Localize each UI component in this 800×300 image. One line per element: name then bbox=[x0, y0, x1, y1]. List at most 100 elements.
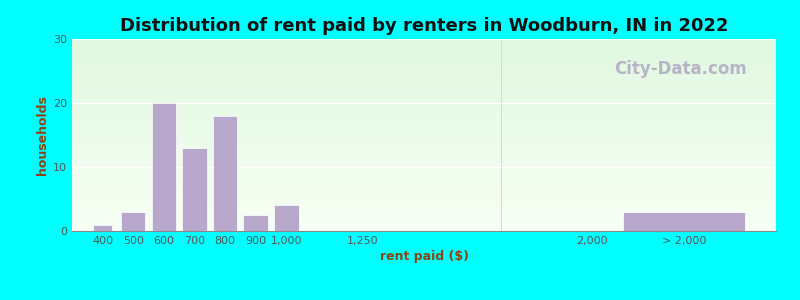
Bar bbox=[72, 62, 776, 63]
Bar bbox=[72, 145, 776, 146]
Bar bbox=[72, 134, 776, 135]
Bar bbox=[72, 103, 776, 104]
Bar bbox=[72, 111, 776, 112]
Text: City-Data.com: City-Data.com bbox=[614, 60, 747, 78]
Bar bbox=[72, 54, 776, 56]
Bar bbox=[72, 172, 776, 173]
Bar bbox=[72, 157, 776, 158]
Bar bbox=[72, 99, 776, 101]
Y-axis label: households: households bbox=[36, 95, 49, 175]
Title: Distribution of rent paid by renters in Woodburn, IN in 2022: Distribution of rent paid by renters in … bbox=[120, 17, 728, 35]
Bar bbox=[72, 198, 776, 199]
Bar bbox=[72, 214, 776, 216]
Bar bbox=[72, 102, 776, 103]
Bar bbox=[72, 171, 776, 172]
Bar bbox=[72, 93, 776, 94]
Bar bbox=[72, 100, 776, 102]
Bar bbox=[72, 190, 776, 191]
Bar bbox=[72, 40, 776, 42]
Bar bbox=[182, 148, 206, 231]
X-axis label: rent paid ($): rent paid ($) bbox=[379, 250, 469, 263]
Bar bbox=[72, 181, 776, 182]
Bar bbox=[72, 180, 776, 181]
Bar bbox=[72, 166, 776, 167]
Bar bbox=[72, 124, 776, 125]
Bar bbox=[72, 115, 776, 116]
Bar bbox=[243, 215, 268, 231]
Bar bbox=[72, 136, 776, 138]
Bar bbox=[72, 80, 776, 81]
Bar bbox=[72, 97, 776, 98]
Bar bbox=[72, 135, 776, 136]
Bar bbox=[274, 206, 298, 231]
Bar bbox=[72, 104, 776, 106]
Bar bbox=[213, 116, 238, 231]
Bar bbox=[72, 175, 776, 176]
Bar bbox=[72, 43, 776, 44]
Bar bbox=[72, 188, 776, 189]
Bar bbox=[72, 221, 776, 222]
Bar bbox=[72, 110, 776, 111]
Bar bbox=[72, 228, 776, 230]
Bar bbox=[72, 223, 776, 225]
Bar bbox=[72, 208, 776, 209]
Bar bbox=[72, 52, 776, 53]
Bar bbox=[72, 159, 776, 160]
Bar bbox=[72, 178, 776, 180]
Bar bbox=[72, 222, 776, 223]
Bar bbox=[72, 126, 776, 127]
Bar bbox=[72, 217, 776, 218]
Bar bbox=[72, 57, 776, 58]
Bar bbox=[72, 61, 776, 62]
Bar bbox=[72, 113, 776, 115]
Bar bbox=[72, 49, 776, 50]
Bar bbox=[72, 56, 776, 57]
Bar bbox=[72, 58, 776, 59]
Bar bbox=[72, 127, 776, 129]
Bar bbox=[72, 85, 776, 86]
Bar bbox=[72, 68, 776, 70]
Bar bbox=[72, 200, 776, 202]
Bar bbox=[72, 211, 776, 212]
Bar bbox=[72, 162, 776, 163]
Bar bbox=[72, 131, 776, 132]
Bar bbox=[72, 63, 776, 64]
Bar bbox=[151, 103, 176, 231]
Bar bbox=[72, 225, 776, 226]
Bar bbox=[72, 77, 776, 79]
Bar bbox=[72, 213, 776, 214]
Bar bbox=[72, 160, 776, 162]
Bar bbox=[72, 94, 776, 95]
Bar bbox=[72, 194, 776, 195]
Bar bbox=[72, 129, 776, 130]
Bar bbox=[72, 118, 776, 120]
Bar bbox=[72, 189, 776, 190]
Bar bbox=[72, 50, 776, 52]
Bar bbox=[72, 44, 776, 45]
Bar bbox=[72, 138, 776, 139]
Bar bbox=[72, 163, 776, 164]
Bar bbox=[72, 88, 776, 89]
Bar bbox=[72, 191, 776, 193]
Bar bbox=[72, 182, 776, 184]
Bar bbox=[72, 202, 776, 203]
Bar bbox=[72, 125, 776, 126]
Bar bbox=[72, 140, 776, 141]
Bar bbox=[72, 120, 776, 121]
Bar bbox=[72, 81, 776, 83]
Bar bbox=[72, 204, 776, 206]
Bar bbox=[72, 42, 776, 43]
Bar bbox=[72, 148, 776, 149]
Bar bbox=[72, 176, 776, 177]
Bar bbox=[72, 122, 776, 124]
Bar bbox=[72, 132, 776, 134]
Bar bbox=[72, 108, 776, 110]
Bar bbox=[121, 212, 146, 231]
Bar bbox=[72, 141, 776, 143]
Bar bbox=[72, 220, 776, 221]
Bar bbox=[72, 153, 776, 154]
Bar bbox=[72, 116, 776, 117]
Bar bbox=[72, 195, 776, 196]
Bar bbox=[72, 212, 776, 213]
Bar bbox=[72, 144, 776, 145]
